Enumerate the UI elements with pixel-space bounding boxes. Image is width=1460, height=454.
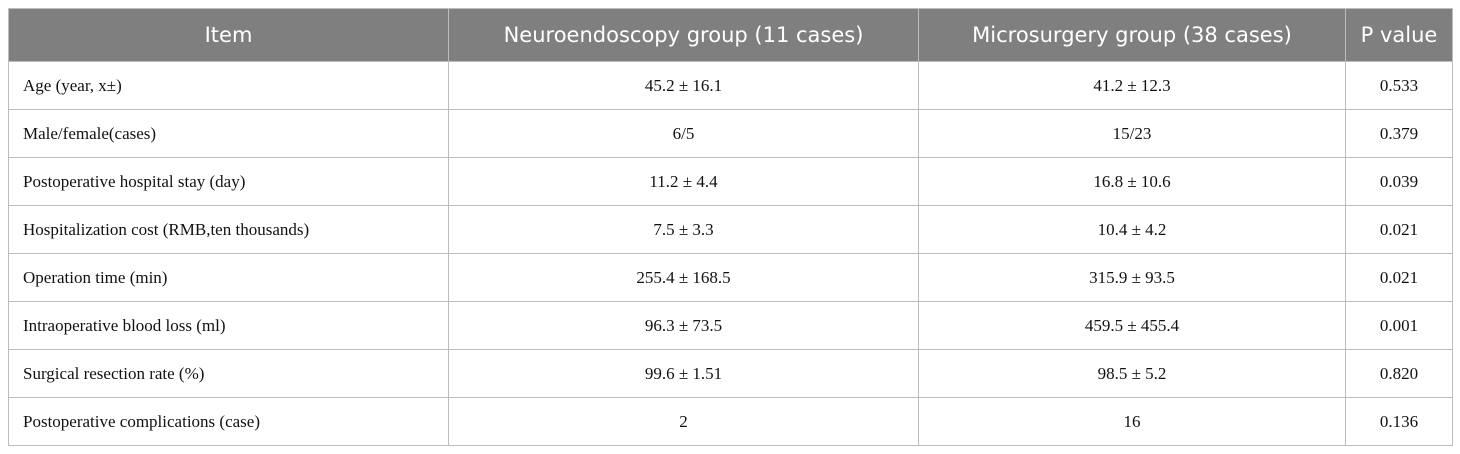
table: Item Neuroendoscopy group (11 cases) Micro… [8, 8, 1453, 446]
table-row: Postoperative complications (case) 2 16 0.1… [8, 397, 1453, 446]
table-row: Surgical resection rate (%) 99.6 ± 1.51 98… [8, 349, 1453, 398]
row-label: Male/female(cases) [8, 109, 449, 158]
table-cell: 15/23 [918, 109, 1346, 158]
table-cell: 11.2 ± 4.4 [448, 157, 919, 206]
header-cell: P value [1345, 8, 1453, 62]
table-cell: 45.2 ± 16.1 [448, 61, 919, 110]
table-cell: 96.3 ± 73.5 [448, 301, 919, 350]
row-label: Postoperative hospital stay (day) [8, 157, 449, 206]
table-cell: 6/5 [448, 109, 919, 158]
table-row: Male/female(cases) 6/5 15/23 0.379 [8, 109, 1453, 158]
table-row: Postoperative hospital stay (day) 11.2 ± … [8, 157, 1453, 206]
table-cell: 315.9 ± 93.5 [918, 253, 1346, 302]
row-label: Age (year, x±) [8, 61, 449, 110]
header-cell: Microsurgery group (38 cases) [918, 8, 1346, 62]
table-row: Operation time (min) 255.4 ± 168.5 315.9 ±… [8, 253, 1453, 302]
header-cell: Neuroendoscopy group (11 cases) [448, 8, 919, 62]
row-label: Surgical resection rate (%) [8, 349, 449, 398]
row-label: Postoperative complications (case) [8, 397, 449, 446]
table-cell: 98.5 ± 5.2 [918, 349, 1346, 398]
table-cell: 2 [448, 397, 919, 446]
table-cell: 0.820 [1345, 349, 1453, 398]
table-cell: 0.039 [1345, 157, 1453, 206]
table-row: Hospitalization cost (RMB,ten thousands)… [8, 205, 1453, 254]
header-cell: Item [8, 8, 449, 62]
table-body: Age (year, x±) 45.2 ± 16.1 41.2 ± 12.3 0.53… [8, 61, 1453, 446]
table-cell: 7.5 ± 3.3 [448, 205, 919, 254]
table-cell: 255.4 ± 168.5 [448, 253, 919, 302]
table-cell: 0.379 [1345, 109, 1453, 158]
table-cell: 0.021 [1345, 253, 1453, 302]
table-row: Intraoperative blood loss (ml) 96.3 ± 73.… [8, 301, 1453, 350]
row-label: Intraoperative blood loss (ml) [8, 301, 449, 350]
table-cell: 0.001 [1345, 301, 1453, 350]
table-cell: 0.533 [1345, 61, 1453, 110]
table-cell: 0.136 [1345, 397, 1453, 446]
header-row: Item Neuroendoscopy group (11 cases) Micro… [8, 8, 1453, 62]
table-row: Age (year, x±) 45.2 ± 16.1 41.2 ± 12.3 0.53… [8, 61, 1453, 110]
table-cell: 16.8 ± 10.6 [918, 157, 1346, 206]
table-cell: 41.2 ± 12.3 [918, 61, 1346, 110]
table-cell: 0.021 [1345, 205, 1453, 254]
table-cell: 16 [918, 397, 1346, 446]
row-label: Hospitalization cost (RMB,ten thousands) [8, 205, 449, 254]
row-label: Operation time (min) [8, 253, 449, 302]
table-cell: 459.5 ± 455.4 [918, 301, 1346, 350]
table-cell: 99.6 ± 1.51 [448, 349, 919, 398]
table-cell: 10.4 ± 4.2 [918, 205, 1346, 254]
